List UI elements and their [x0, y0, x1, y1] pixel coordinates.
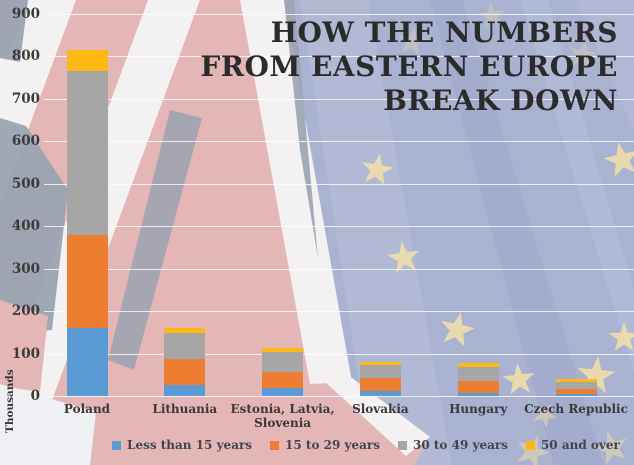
bar-segment [359, 390, 401, 396]
legend-swatch-icon [398, 440, 407, 450]
x-category-label: Hungary [449, 402, 508, 416]
y-axis: 0 100 200 300 400 500 600 700 800 900 [0, 0, 40, 465]
gridline-200 [44, 311, 634, 312]
x-category-label: Estonia, Latvia, Slovenia [230, 402, 335, 430]
gridline-500 [44, 183, 634, 185]
legend-swatch-icon [525, 440, 535, 450]
gridline-600 [44, 141, 634, 142]
legend-label: Less than 15 years [127, 438, 253, 452]
fold-highlight [575, 0, 634, 130]
y-tick-label: 600 [11, 133, 40, 149]
y-tick-label: 0 [30, 388, 40, 404]
bar-segment [164, 333, 206, 360]
x-category-label: Czech Republic [524, 402, 628, 416]
y-tick-label: 500 [11, 175, 40, 192]
bar-segment [359, 362, 401, 365]
bar-segment [555, 381, 597, 389]
legend-label: 30 to 49 years [413, 438, 508, 452]
bar-segment [457, 381, 499, 394]
y-tick-label: 200 [11, 303, 40, 319]
fold-shadow [430, 0, 604, 465]
y-tick-label: 700 [11, 90, 40, 107]
x-category-label: Poland [63, 402, 111, 416]
bar-segment [66, 70, 108, 235]
bar-segment [359, 364, 401, 379]
y-tick-label: 300 [11, 260, 40, 277]
legend-item: 50 and over [525, 438, 620, 452]
bar-segment [457, 362, 499, 368]
x-category-label: Slovakia [352, 402, 409, 416]
legend-item: Less than 15 years [112, 438, 252, 452]
bar-segment [457, 393, 499, 396]
gridline-100 [44, 353, 634, 355]
gridline-700 [44, 98, 634, 100]
chart-title-line: BREAK DOWN [383, 84, 618, 117]
y-tick-label: 400 [11, 218, 40, 234]
legend-swatch-icon [270, 440, 280, 450]
bar-segment [66, 49, 108, 71]
chart-title-line: FROM EASTERN EUROPE [200, 50, 618, 83]
legend-item: 30 to 49 years [398, 438, 508, 452]
bar-segment [164, 384, 206, 396]
bar-segment [555, 388, 597, 395]
bar-segment [66, 328, 108, 396]
bar-segment [262, 347, 304, 352]
bar-segment [359, 378, 401, 391]
fold-highlight [520, 0, 634, 372]
legend: Less than 15 years 15 to 29 years 30 to 49… [112, 438, 620, 452]
bar-segment [262, 372, 304, 388]
legend-label: 50 and over [540, 438, 620, 452]
legend-item: 15 to 29 years [270, 438, 380, 452]
gridline-400 [44, 226, 634, 227]
bar-segment [66, 234, 108, 328]
bar-segment [555, 394, 597, 396]
gridline-0 [44, 396, 634, 397]
legend-swatch-icon [112, 440, 121, 450]
legend-label: 15 to 29 years [285, 438, 380, 452]
y-tick-label: 900 [11, 5, 40, 22]
y-tick-label: 800 [11, 48, 40, 64]
bar-segment [262, 387, 304, 396]
y-tick-label: 100 [11, 345, 40, 362]
x-category-label: Lithuania [152, 402, 218, 416]
chart-title-line: HOW THE NUMBERS [270, 16, 618, 49]
bar-segment [457, 367, 499, 382]
chart-title: HOW THE NUMBERS FROM EASTERN EUROPE BREA… [200, 16, 618, 118]
fold-highlight [300, 0, 452, 465]
bar-segment [555, 379, 597, 382]
bar-segment [164, 328, 206, 334]
gridline-300 [44, 268, 634, 270]
gridline-900 [44, 13, 634, 15]
bar-segment [164, 359, 206, 385]
gridline-800 [44, 56, 634, 57]
bar-segment [262, 351, 304, 373]
